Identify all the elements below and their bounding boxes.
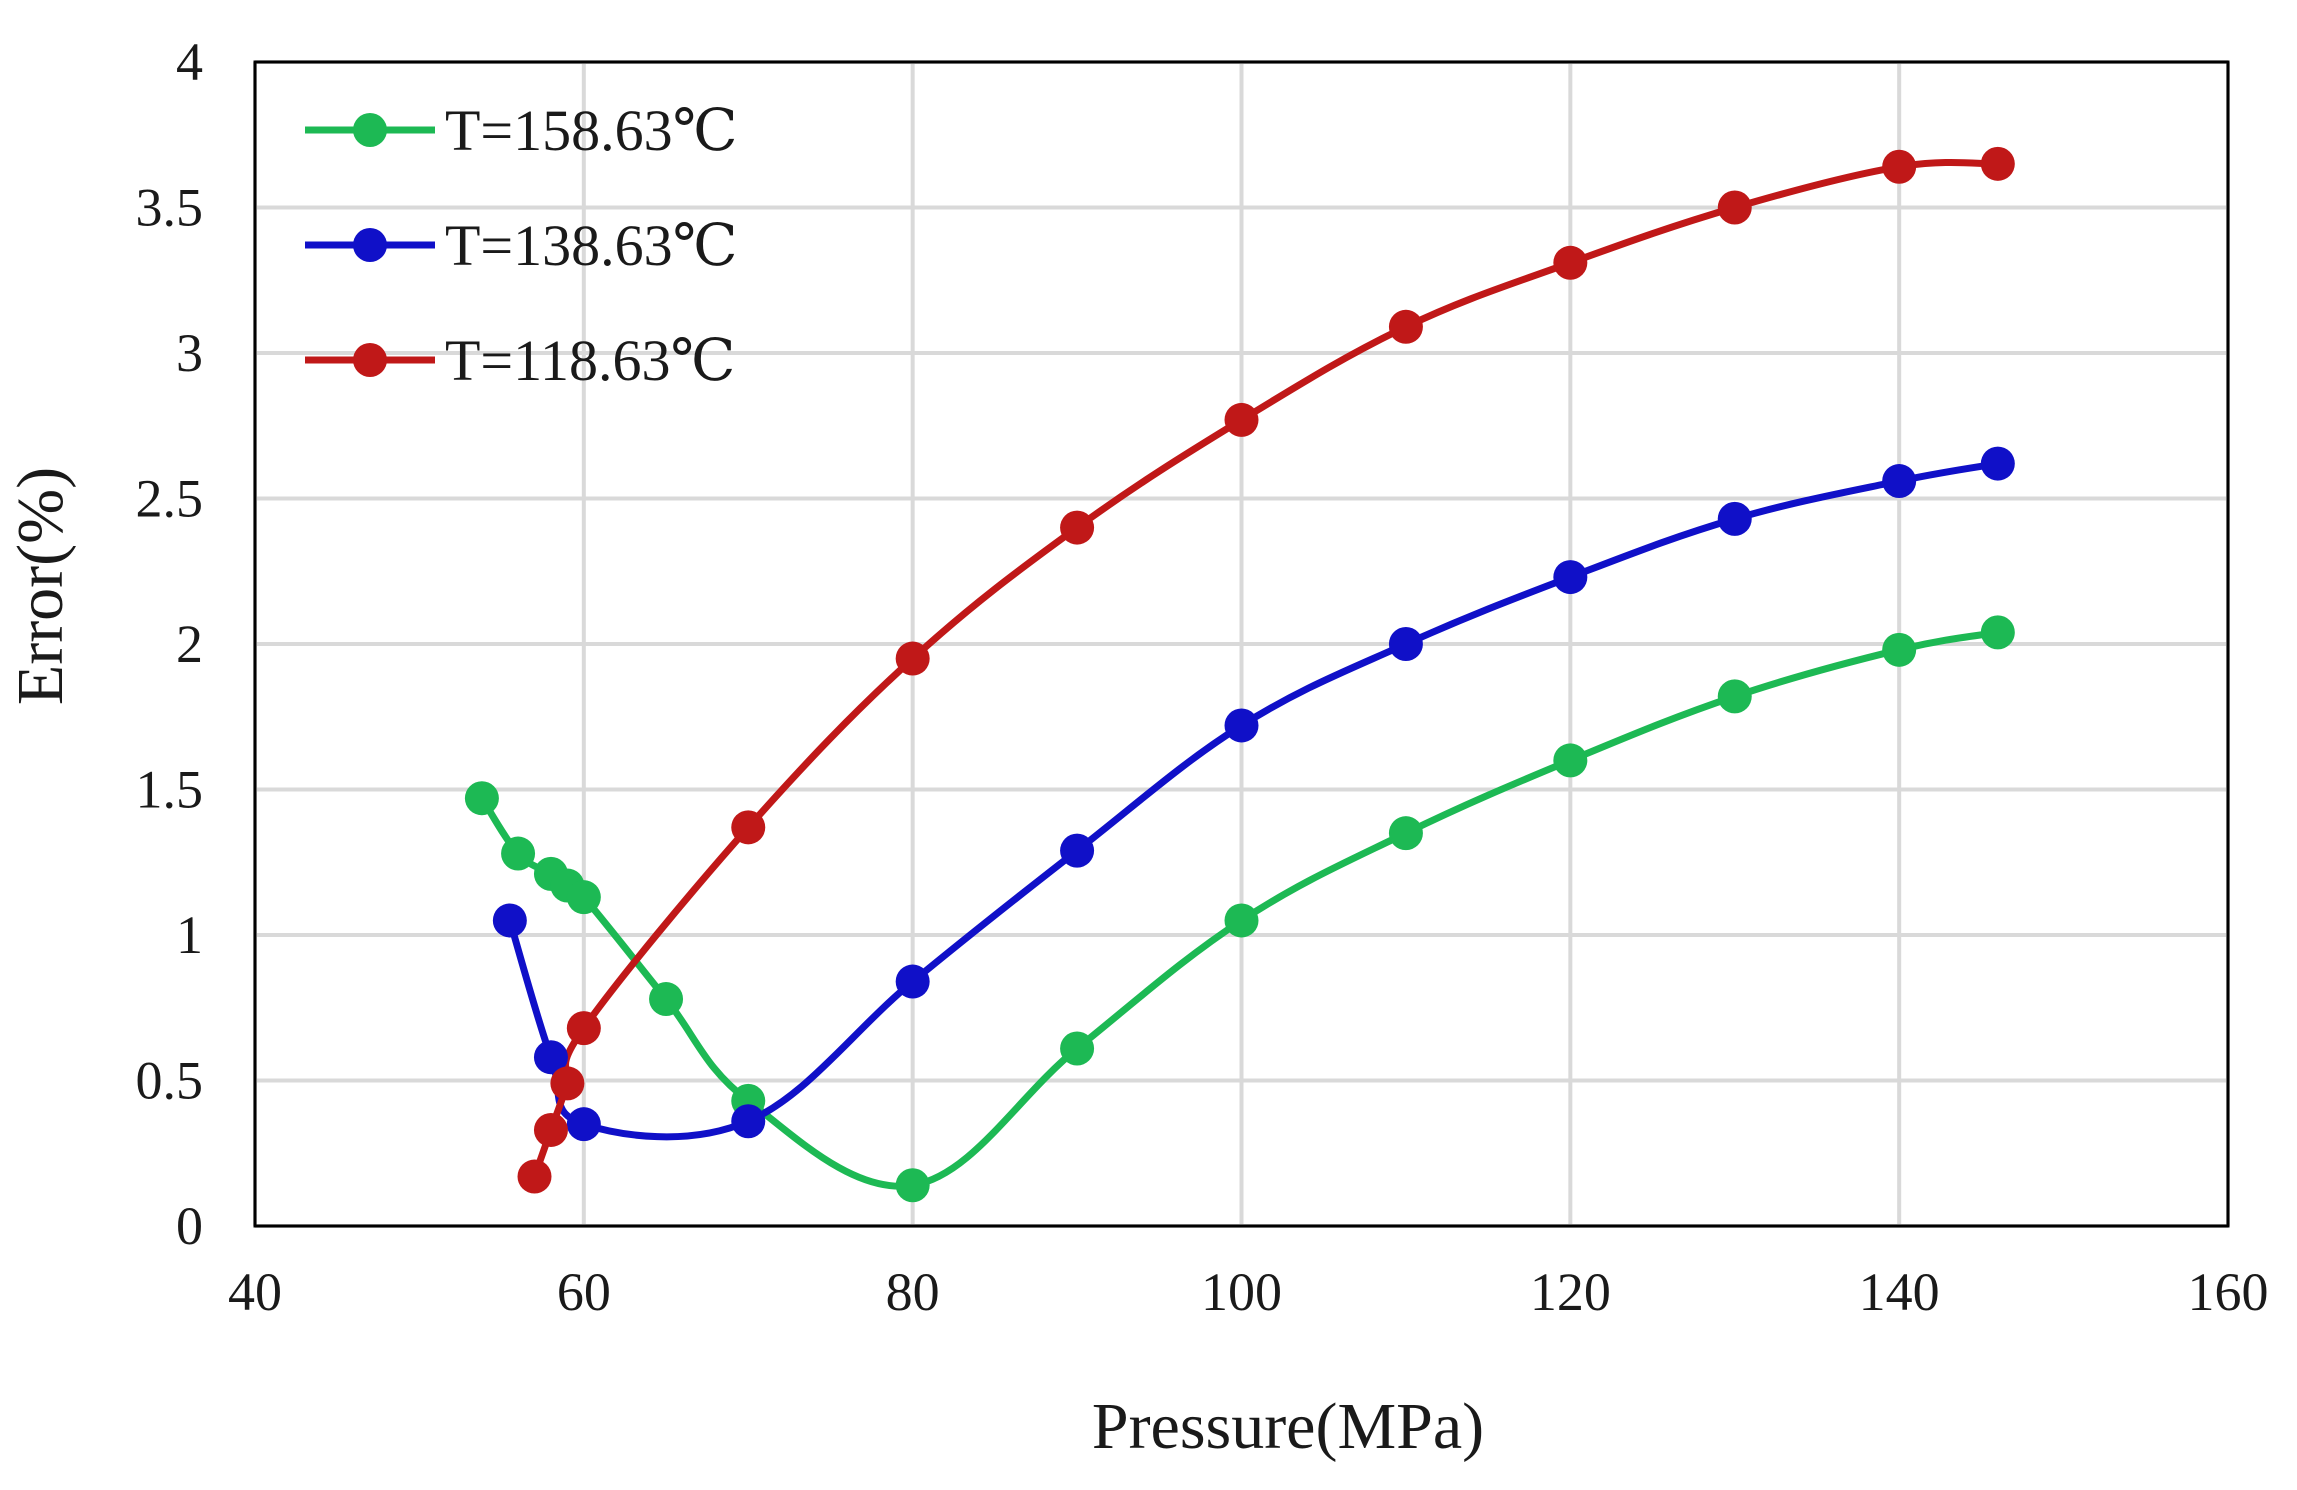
legend-label: T=138.63℃ bbox=[445, 213, 738, 278]
series-2-point bbox=[1980, 446, 2015, 481]
y-tick-label: 3 bbox=[176, 323, 203, 383]
series-1-point bbox=[895, 1168, 930, 1203]
series-2-point bbox=[1882, 464, 1917, 499]
legend-label: T=118.63℃ bbox=[445, 328, 735, 393]
series-3-point bbox=[731, 810, 766, 845]
x-tick-label: 100 bbox=[1201, 1262, 1282, 1322]
series-3-point bbox=[566, 1011, 601, 1046]
y-tick-label: 3.5 bbox=[136, 178, 204, 238]
series-1-point bbox=[1553, 743, 1588, 778]
x-axis-title: Pressure(MPa) bbox=[1092, 1390, 1484, 1463]
series-3-point bbox=[1882, 149, 1917, 184]
series-3-point bbox=[1388, 309, 1423, 344]
series-3-point bbox=[1980, 146, 2015, 181]
series-2-point bbox=[1717, 501, 1752, 536]
series-3-point bbox=[1553, 245, 1588, 280]
y-tick-label: 4 bbox=[176, 32, 203, 92]
series-1-point bbox=[501, 836, 536, 871]
x-tick-label: 140 bbox=[1859, 1262, 1940, 1322]
y-axis-title: Error(%) bbox=[4, 467, 77, 705]
series-1-point bbox=[1717, 679, 1752, 714]
series-2-point bbox=[1553, 560, 1588, 595]
series-3-point bbox=[1224, 402, 1259, 437]
series-1-point bbox=[1224, 903, 1259, 938]
series-3-point bbox=[1717, 190, 1752, 225]
y-tick-label: 1 bbox=[176, 905, 203, 965]
series-3-point bbox=[1060, 510, 1095, 545]
y-tick-label: 2.5 bbox=[136, 469, 204, 529]
series-points bbox=[464, 146, 2015, 1203]
series-1-point bbox=[1980, 615, 2015, 650]
x-tick-label: 40 bbox=[228, 1262, 282, 1322]
series-2-point bbox=[895, 964, 930, 999]
series-3-point bbox=[533, 1112, 568, 1147]
x-tick-label: 80 bbox=[886, 1262, 940, 1322]
series-2-point bbox=[533, 1040, 568, 1075]
series-1-point bbox=[1388, 816, 1423, 851]
series-line-3 bbox=[531, 159, 2002, 1180]
series-2-point bbox=[1224, 708, 1259, 743]
series-line-2 bbox=[506, 460, 2002, 1141]
series-3-point bbox=[895, 641, 930, 676]
x-tick-label: 120 bbox=[1530, 1262, 1611, 1322]
legend-swatch-marker bbox=[353, 113, 387, 147]
x-tick-label: 60 bbox=[557, 1262, 611, 1322]
y-tick-label: 0.5 bbox=[136, 1051, 204, 1111]
y-tick-label: 1.5 bbox=[136, 760, 204, 820]
series-1-point bbox=[464, 781, 499, 816]
series-1-point bbox=[1060, 1031, 1095, 1066]
series-1-point bbox=[649, 982, 684, 1017]
y-tick-label: 2 bbox=[176, 614, 203, 674]
y-axis-ticks: 0 0.5 1 1.5 2 2.5 3 3.5 4 bbox=[136, 32, 204, 1256]
legend: T=158.63℃ T=138.63℃ T=118.63℃ bbox=[305, 98, 738, 393]
legend-label: T=158.63℃ bbox=[445, 98, 738, 163]
series-2-point bbox=[731, 1104, 766, 1139]
x-axis-ticks: 40 60 80 100 120 140 160 bbox=[228, 1262, 2269, 1322]
series-2-point bbox=[1388, 627, 1423, 661]
series-1-point bbox=[566, 880, 601, 915]
series-3-point bbox=[550, 1066, 585, 1101]
series-2-point bbox=[492, 903, 527, 938]
x-tick-label: 160 bbox=[2188, 1262, 2269, 1322]
series-1-point bbox=[1882, 632, 1917, 667]
legend-swatch-marker bbox=[353, 343, 387, 377]
legend-swatch-marker bbox=[353, 228, 387, 262]
plot-frame bbox=[253, 60, 2230, 1228]
series-2-point bbox=[566, 1107, 601, 1142]
series-3-point bbox=[517, 1159, 552, 1194]
y-tick-label: 0 bbox=[176, 1196, 203, 1256]
series-2-point bbox=[1060, 833, 1095, 868]
